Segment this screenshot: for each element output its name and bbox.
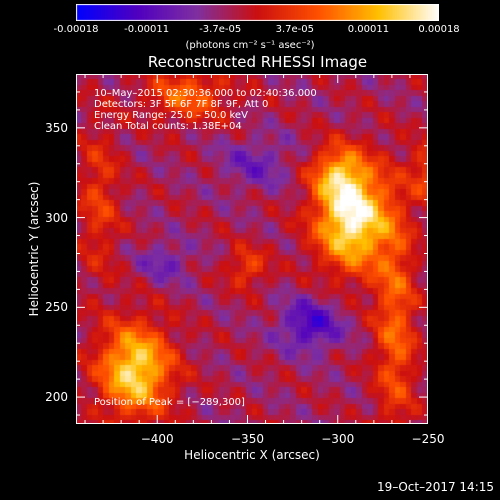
annotation-detectors: Detectors: 3F 5F 6F 7F 8F 9F, Att 0 (94, 99, 269, 110)
heatmap-image (76, 74, 428, 424)
x-axis-label: Heliocentric X (arcsec) (184, 448, 320, 462)
colorbar-tick-label: -0.00018 (53, 24, 99, 35)
y-axis-label: Heliocentric Y (arcsec) (27, 181, 41, 317)
annotation-clean-counts: Clean Total counts: 1.38E+04 (94, 121, 242, 132)
y-tick-label: 250 (45, 300, 68, 315)
plot-border (76, 74, 428, 424)
x-tick-label: −350 (231, 432, 264, 446)
colorbar-tick-label: 0.00018 (418, 24, 460, 35)
colorbar-tick-label: 0.00011 (347, 24, 390, 35)
chart-title: Reconstructed RHESSI Image (147, 53, 368, 71)
plot-frame (76, 74, 428, 424)
annotation-peak-position: Position of Peak = [−289,300] (94, 397, 245, 408)
y-tick-label: 200 (45, 390, 68, 405)
annotation-time-range: 10–May–2015 02:30:36.000 to 02:40:36.000 (94, 88, 317, 99)
colorbar-tick-label: -3.7e-05 (199, 24, 242, 35)
y-tick-label: 300 (45, 210, 68, 225)
y-tick-label: 350 (45, 120, 68, 135)
x-tick-label: −300 (321, 432, 355, 446)
colorbar-units: (photons cm⁻² s⁻¹ asec⁻²) (185, 40, 315, 51)
timestamp: 19–Oct–2017 14:15 (377, 480, 494, 494)
x-tick-label: −400 (140, 432, 174, 446)
colorbar-tick-label: 3.7e-05 (275, 24, 314, 35)
x-tick-label: −250 (411, 432, 445, 446)
colorbar (76, 4, 439, 21)
colorbar-tick-label: -0.00011 (124, 24, 170, 35)
annotation-energy-range: Energy Range: 25.0 – 50.0 keV (94, 110, 248, 121)
